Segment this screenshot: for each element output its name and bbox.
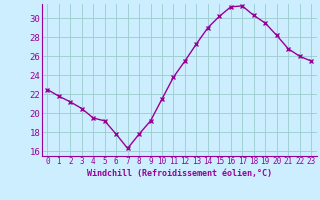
X-axis label: Windchill (Refroidissement éolien,°C): Windchill (Refroidissement éolien,°C) <box>87 169 272 178</box>
